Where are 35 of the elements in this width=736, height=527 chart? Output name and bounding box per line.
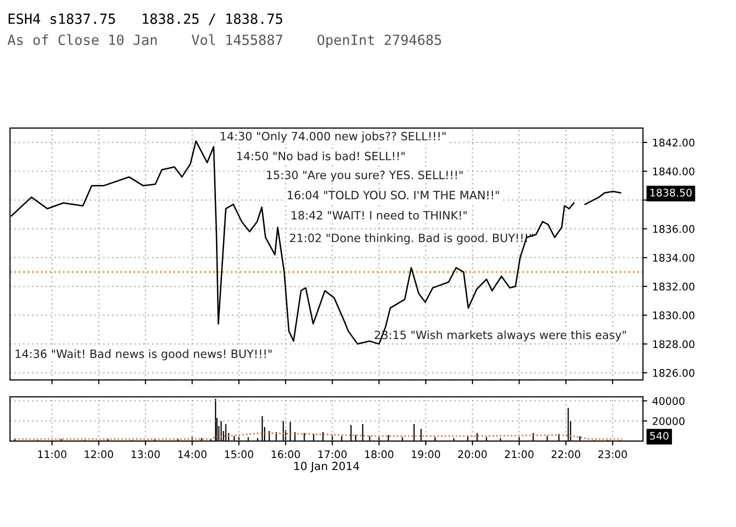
y-tick-label: 40000 xyxy=(652,397,684,405)
x-tick-label: 15:00 xyxy=(225,450,254,458)
x-tick-label: 13:00 xyxy=(132,450,160,458)
x-tick-label: 19:00 xyxy=(412,450,440,458)
y-tick-label: 1830.00 xyxy=(653,311,694,320)
y-tick-label: 1826.00 xyxy=(653,368,694,377)
chart-title: ESH4 s1837.75 1838.25 / 1838.75 xyxy=(8,13,282,26)
x-tick-label: 18:00 xyxy=(365,450,394,458)
y-tick-label: 1832.00 xyxy=(653,282,694,291)
x-tick-label: 20:00 xyxy=(458,450,487,458)
chart-subtitle: As of Close 10 Jan Vol 1455887 OpenInt 2794685 xyxy=(8,34,442,48)
x-tick-label: 12:00 xyxy=(84,450,114,458)
x-tick-label: 11:00 xyxy=(38,450,66,458)
y-tick-label: 1834.00 xyxy=(653,254,694,262)
x-tick-label: 21:00 xyxy=(504,450,534,458)
y-tick-label: 1840.00 xyxy=(653,167,694,176)
text: 1838.50 xyxy=(650,188,692,197)
x-tick-label: 14:00 xyxy=(178,450,207,458)
text: 540 xyxy=(650,432,668,440)
annotation: 14:30 "Only 74.000 new jobs?? SELL!!!" xyxy=(220,132,446,143)
annotation: 14:36 "Wait! Bad news is good news! BUY!!!" xyxy=(16,349,272,360)
y-tick-label: 20000 xyxy=(652,417,684,426)
x-axis-title: 10 Jan 2014 xyxy=(294,462,360,472)
y-tick-label: 1842.00 xyxy=(653,138,694,147)
y-tick-label: 1836.00 xyxy=(653,225,694,233)
y-tick-label: 1828.00 xyxy=(653,340,694,348)
x-tick-label: 22:00 xyxy=(552,450,580,458)
line-series xyxy=(14,432,623,440)
annotation: 15:30 "Are you sure? YES. SELL!!!" xyxy=(266,170,463,182)
annotation: 16:04 "TOLD YOU SO. I'M THE MAN!!" xyxy=(288,190,499,200)
annotation: 14:50 "No bad is bad! SELL!!" xyxy=(237,152,405,160)
x-tick-label: 23:00 xyxy=(598,450,627,458)
x-tick-label: 17:00 xyxy=(318,450,347,458)
annotation: 18:42 "WAIT! I need to THINK!" xyxy=(292,210,467,220)
x-tick-label: 16:00 xyxy=(272,450,300,458)
